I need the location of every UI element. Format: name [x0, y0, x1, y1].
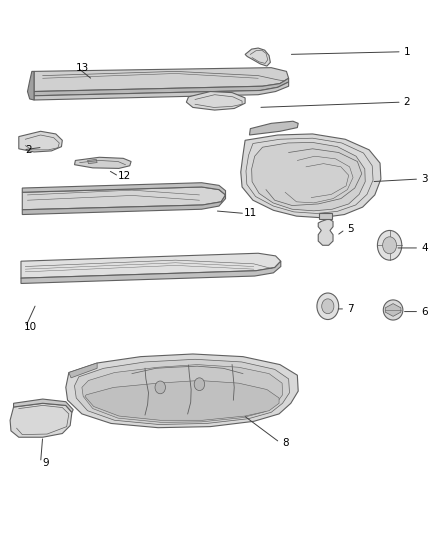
Polygon shape: [14, 399, 73, 413]
Polygon shape: [88, 159, 97, 164]
Polygon shape: [252, 142, 365, 211]
Polygon shape: [245, 48, 270, 66]
Polygon shape: [34, 78, 289, 96]
Text: 11: 11: [244, 208, 257, 219]
Polygon shape: [186, 92, 245, 110]
Polygon shape: [69, 363, 97, 378]
Polygon shape: [66, 354, 298, 427]
Text: 2: 2: [404, 97, 410, 107]
Text: 2: 2: [25, 145, 32, 155]
Text: 10: 10: [24, 322, 37, 333]
Text: 13: 13: [76, 63, 89, 72]
Text: 8: 8: [282, 438, 289, 448]
Polygon shape: [319, 214, 332, 219]
Circle shape: [155, 381, 166, 394]
Polygon shape: [21, 261, 281, 284]
Polygon shape: [28, 71, 34, 100]
Circle shape: [322, 299, 334, 314]
Polygon shape: [318, 219, 333, 245]
Text: 9: 9: [42, 458, 49, 467]
Polygon shape: [10, 403, 72, 437]
Polygon shape: [22, 187, 226, 210]
Polygon shape: [241, 134, 381, 217]
Text: 3: 3: [421, 174, 428, 184]
Text: 5: 5: [347, 224, 354, 235]
Circle shape: [317, 293, 339, 319]
Polygon shape: [22, 195, 226, 215]
Ellipse shape: [383, 300, 403, 320]
Circle shape: [383, 237, 396, 254]
Polygon shape: [74, 359, 290, 424]
Polygon shape: [74, 157, 131, 168]
Polygon shape: [385, 304, 401, 317]
Polygon shape: [34, 82, 289, 100]
Polygon shape: [85, 381, 279, 420]
Polygon shape: [21, 253, 281, 278]
Circle shape: [194, 378, 205, 391]
Text: 7: 7: [347, 304, 354, 314]
Polygon shape: [19, 131, 62, 152]
Text: 12: 12: [117, 172, 131, 181]
Text: 4: 4: [421, 243, 428, 253]
Text: 6: 6: [421, 306, 428, 317]
Polygon shape: [250, 121, 298, 135]
Polygon shape: [22, 183, 226, 195]
Circle shape: [378, 230, 402, 260]
Polygon shape: [82, 365, 283, 422]
Text: 1: 1: [404, 47, 410, 56]
Polygon shape: [34, 68, 289, 92]
